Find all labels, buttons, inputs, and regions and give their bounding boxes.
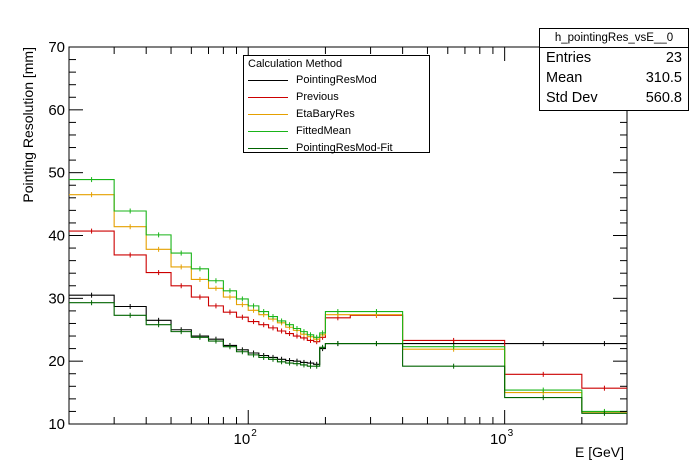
series-line-1: [69, 230, 627, 389]
legend-label: EtaBaryRes: [296, 108, 355, 120]
stats-box: h_pointingRes_vsE__0 Entries 23 Mean 310…: [539, 28, 689, 111]
stats-entries-label: Entries: [546, 50, 592, 66]
y-tick-label: 40: [48, 228, 65, 245]
series-line-2: [69, 194, 627, 413]
legend-label: PointingResMod: [296, 74, 377, 86]
legend-item-pointingresmod: PointingResMod: [244, 72, 429, 89]
x-tick-exponent: 3: [508, 428, 514, 439]
stats-std-label: Std Dev: [546, 90, 598, 106]
stats-row-mean: Mean 310.5: [540, 68, 688, 88]
stats-row-entries: Entries 23: [540, 48, 688, 68]
legend-item-etabaryres: EtaBaryRes: [244, 106, 429, 123]
stats-mean-value: 310.5: [645, 70, 682, 86]
y-tick-label: 10: [48, 416, 65, 433]
x-tick-label: 10: [490, 431, 507, 448]
y-tick-label: 20: [48, 353, 65, 370]
y-axis-label: Pointing Resolution [mm]: [20, 47, 36, 203]
x-tick-label: 10: [234, 431, 251, 448]
legend-swatch: [248, 97, 288, 98]
stats-title: h_pointingRes_vsE__0: [540, 29, 688, 48]
legend-label: FittedMean: [296, 125, 352, 137]
legend-label: PointingResMod-Fit: [296, 142, 393, 154]
legend-swatch: [248, 114, 288, 115]
legend-swatch: [248, 148, 288, 149]
legend-title: Calculation Method: [248, 58, 343, 70]
legend-label: Previous: [296, 91, 339, 103]
stats-row-std: Std Dev 560.8: [540, 88, 688, 108]
y-tick-label: 70: [48, 39, 65, 56]
series-line-0: [69, 294, 627, 365]
y-tick-label: 60: [48, 102, 65, 119]
x-tick-exponent: 2: [251, 428, 257, 439]
series-line-4: [69, 302, 627, 414]
stats-entries-value: 23: [665, 50, 682, 66]
legend-swatch: [248, 80, 288, 81]
stats-mean-label: Mean: [546, 70, 583, 86]
y-tick-label: 30: [48, 290, 65, 307]
legend-swatch: [248, 131, 288, 132]
series-line-3: [69, 179, 627, 412]
x-axis-label: E [GeV]: [575, 444, 624, 460]
legend: Calculation Method PointingResMod Previo…: [243, 55, 430, 154]
legend-item-fittedmean: FittedMean: [244, 123, 429, 140]
y-tick-label: 50: [48, 165, 65, 182]
legend-item-previous: Previous: [244, 89, 429, 106]
stats-std-value: 560.8: [645, 90, 682, 106]
legend-item-pointingresmod-fit: PointingResMod-Fit: [244, 140, 429, 157]
